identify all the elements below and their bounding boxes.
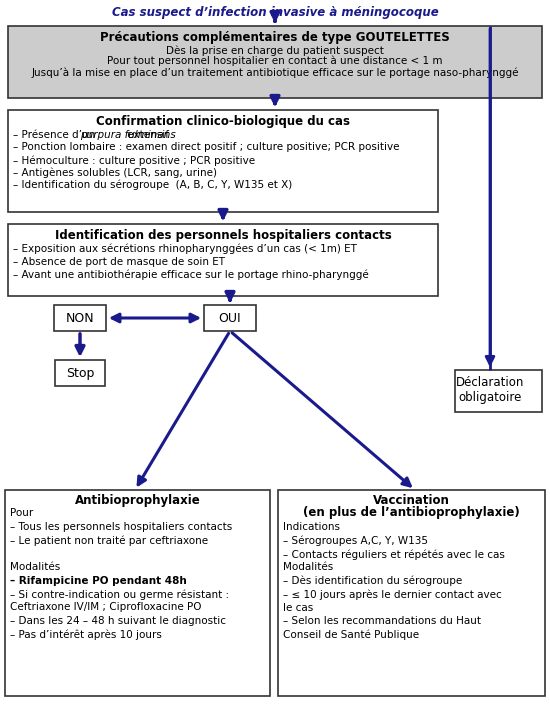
Bar <box>455 370 542 412</box>
Text: OUI: OUI <box>219 311 241 325</box>
Text: – Ponction lombaire : examen direct positif ; culture positive; PCR positive: – Ponction lombaire : examen direct posi… <box>13 143 399 152</box>
Bar <box>204 305 256 331</box>
Text: Modalités: Modalités <box>283 563 333 573</box>
Text: Stop: Stop <box>66 366 94 380</box>
Text: – Présence d’un: – Présence d’un <box>13 130 98 140</box>
Text: Cas suspect d’infection invasive à méningocoque: Cas suspect d’infection invasive à ménin… <box>112 6 438 19</box>
Text: purpura fulminans: purpura fulminans <box>80 130 176 140</box>
Bar <box>278 490 545 696</box>
Bar <box>55 360 105 386</box>
Text: Jusqu’à la mise en place d’un traitement antibiotique efficace sur le portage na: Jusqu’à la mise en place d’un traitement… <box>31 67 519 78</box>
Text: – Rifampicine PO pendant 48h: – Rifampicine PO pendant 48h <box>10 575 187 585</box>
Text: – Avant une antibiothérapie efficace sur le portage rhino-pharynggé: – Avant une antibiothérapie efficace sur… <box>13 270 368 280</box>
Text: – Pas d’intérêt après 10 jours: – Pas d’intérêt après 10 jours <box>10 630 162 640</box>
Text: Indications: Indications <box>283 522 340 532</box>
Text: Conseil de Santé Publique: Conseil de Santé Publique <box>283 630 419 640</box>
Text: Ceftriaxone IV/IM ; Ciprofloxacine PO: Ceftriaxone IV/IM ; Ciprofloxacine PO <box>10 602 201 613</box>
Text: – Exposition aux sécrétions rhinopharynggées d’un cas (< 1m) ET: – Exposition aux sécrétions rhinopharyng… <box>13 244 357 254</box>
Text: Déclaration
obligatoire: Déclaration obligatoire <box>456 376 524 404</box>
Text: – Sérogroupes A,C, Y, W135: – Sérogroupes A,C, Y, W135 <box>283 535 428 546</box>
Text: Pour: Pour <box>10 508 33 518</box>
Bar <box>8 110 438 212</box>
Text: – Hémoculture : culture positive ; PCR positive: – Hémoculture : culture positive ; PCR p… <box>13 155 255 165</box>
Text: extensif: extensif <box>124 130 169 140</box>
Text: Vaccination: Vaccination <box>373 494 450 507</box>
Text: Pour tout personnel hospitalier en contact à une distance < 1 m: Pour tout personnel hospitalier en conta… <box>107 56 443 66</box>
Text: – Si contre-indication ou germe résistant :: – Si contre-indication ou germe résistan… <box>10 589 229 599</box>
Text: (en plus de l’antibioprophylaxie): (en plus de l’antibioprophylaxie) <box>303 506 520 519</box>
Text: – Antigènes solubles (LCR, sang, urine): – Antigènes solubles (LCR, sang, urine) <box>13 167 217 178</box>
Text: – Le patient non traité par ceftriaxone: – Le patient non traité par ceftriaxone <box>10 535 208 546</box>
Text: – Tous les personnels hospitaliers contacts: – Tous les personnels hospitaliers conta… <box>10 522 232 532</box>
Text: Modalités: Modalités <box>10 562 60 572</box>
Text: – ≤ 10 jours après le dernier contact avec: – ≤ 10 jours après le dernier contact av… <box>283 590 502 600</box>
Text: Confirmation clinico-biologique du cas: Confirmation clinico-biologique du cas <box>96 115 350 128</box>
Text: – Selon les recommandations du Haut: – Selon les recommandations du Haut <box>283 616 481 626</box>
Text: – Dans les 24 – 48 h suivant le diagnostic: – Dans les 24 – 48 h suivant le diagnost… <box>10 616 226 626</box>
Text: – Absence de port de masque de soin ET: – Absence de port de masque de soin ET <box>13 257 225 267</box>
Text: Identification des personnels hospitaliers contacts: Identification des personnels hospitalie… <box>54 229 392 242</box>
Text: NON: NON <box>65 311 94 325</box>
Text: – Contacts réguliers et répétés avec le cas: – Contacts réguliers et répétés avec le … <box>283 549 505 559</box>
Bar <box>5 490 270 696</box>
Text: le cas: le cas <box>283 603 313 613</box>
Bar <box>54 305 106 331</box>
Text: – Dès identification du sérogroupe: – Dès identification du sérogroupe <box>283 576 462 587</box>
Text: Antibioprophylaxie: Antibioprophylaxie <box>75 494 200 507</box>
Bar <box>8 224 438 296</box>
Text: Dès la prise en charge du patient suspect: Dès la prise en charge du patient suspec… <box>166 45 384 56</box>
Bar <box>8 26 542 98</box>
Text: Précautions complémentaires de type GOUTELETTES: Précautions complémentaires de type GOUT… <box>100 31 450 44</box>
Text: – Identification du sérogroupe  (A, B, C, Y, W135 et X): – Identification du sérogroupe (A, B, C,… <box>13 180 292 191</box>
